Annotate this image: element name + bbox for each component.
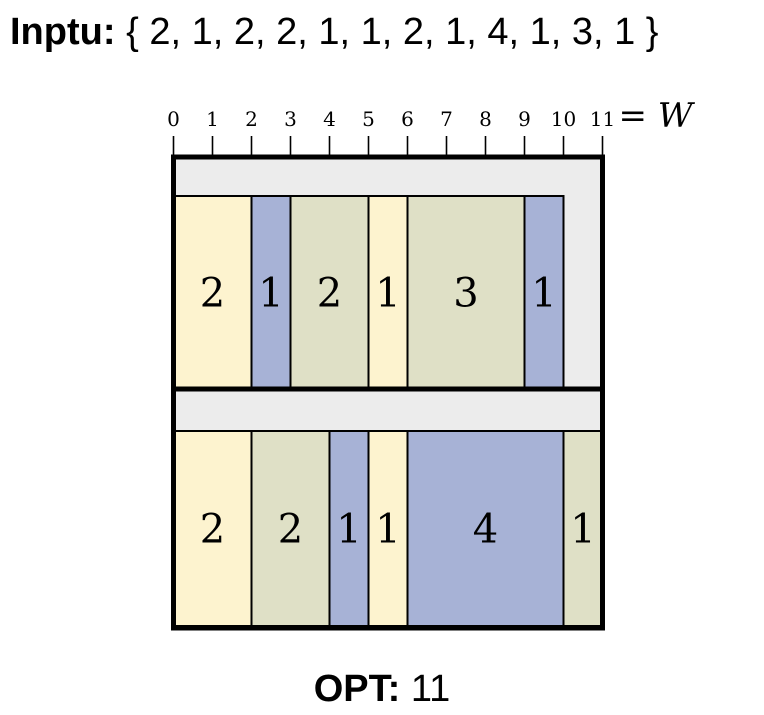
ruler-tick-label: 9 xyxy=(518,107,531,131)
item-size-label: 1 xyxy=(570,507,595,553)
ruler-tick-label: 8 xyxy=(479,107,492,131)
item-block xyxy=(523,195,565,390)
item-size-label: 2 xyxy=(317,271,342,317)
item-size-label: 4 xyxy=(473,507,498,553)
item-block xyxy=(406,430,565,627)
ruler-tick-label: 0 xyxy=(167,107,180,131)
ruler-tick-label: 2 xyxy=(245,107,258,131)
item-block xyxy=(367,195,409,390)
item-block xyxy=(406,195,526,390)
item-size-label: 2 xyxy=(278,507,303,553)
item-block xyxy=(250,430,331,627)
item-size-label: 3 xyxy=(453,271,478,317)
item-size-label: 1 xyxy=(336,507,361,553)
ruler-tick-label: 6 xyxy=(401,107,414,131)
opt-label: OPT: xyxy=(313,668,401,710)
item-block xyxy=(289,195,370,390)
item-size-label: 1 xyxy=(258,271,283,317)
bins-area: 2 1 2 1 3 12 2 1 1 4 1 xyxy=(172,157,604,627)
width-ruler: 0 1 2 3 4 5 6 7 8 9 10 11 = W xyxy=(167,96,696,157)
opt-value: 11 xyxy=(410,668,451,710)
input-line: Inptu: { 2, 1, 2, 2, 1, 1, 2, 1, 4, 1, 3… xyxy=(10,8,658,56)
ruler-tick-label: 10 xyxy=(551,107,576,131)
ruler-tick-label: 7 xyxy=(440,107,453,131)
ruler-end-label: = W xyxy=(619,96,696,136)
ruler-tick-label: 5 xyxy=(362,107,375,131)
ruler-tick-label: 3 xyxy=(284,107,297,131)
ruler-tick-label: 4 xyxy=(323,107,336,131)
input-values: { 2, 1, 2, 2, 1, 1, 2, 1, 4, 1, 3, 1 } xyxy=(126,11,659,53)
item-size-label: 1 xyxy=(375,271,400,317)
item-size-label: 1 xyxy=(531,271,556,317)
ruler-tick-label: 1 xyxy=(206,107,219,131)
container-outline xyxy=(171,154,605,631)
item-size-label: 2 xyxy=(200,507,225,553)
item-size-label: 1 xyxy=(375,507,400,553)
item-block xyxy=(172,430,253,627)
item-size-label: 2 xyxy=(200,271,225,317)
opt-line: OPT: 11 xyxy=(0,665,764,713)
ruler-tick-label: 11 xyxy=(590,107,615,131)
input-label: Inptu: xyxy=(10,11,116,53)
